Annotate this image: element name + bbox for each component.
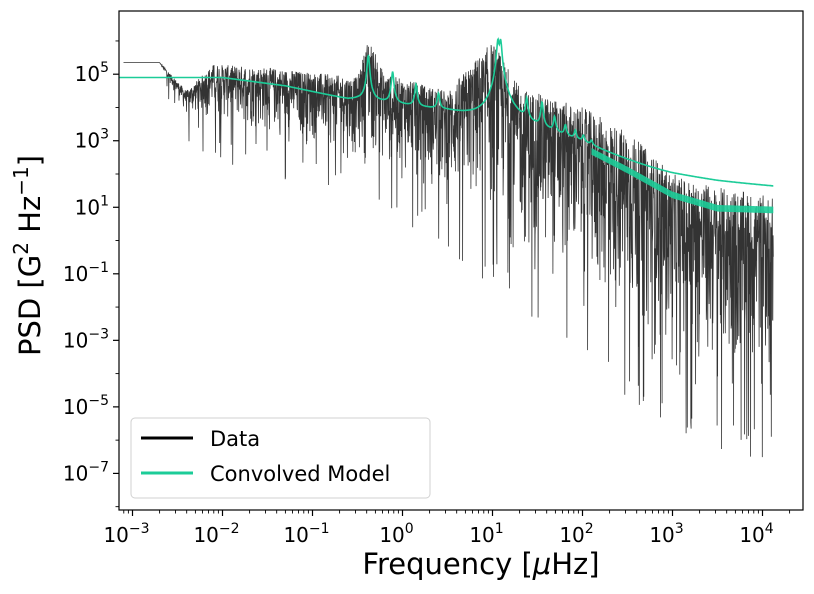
y-tick-label: 10−3 (63, 326, 109, 352)
legend-label-data: Data (210, 427, 260, 451)
plot-frame (118, 10, 804, 511)
x-tick-label: 10−3 (103, 521, 149, 547)
y-tick-label: 105 (75, 60, 109, 86)
x-tick-label: 103 (649, 521, 683, 547)
x-tick-label: 10−1 (283, 521, 329, 547)
model-line (119, 37, 774, 187)
y-tick-label: 101 (75, 193, 109, 219)
x-tick-label: 10−2 (193, 521, 239, 547)
x-tick-label: 100 (379, 521, 413, 547)
y-axis-ticks: 105 103 101 10−1 10−3 10−5 10−7 (63, 40, 119, 508)
legend: Data Convolved Model (130, 417, 431, 499)
y-tick-label: 103 (75, 127, 109, 153)
x-tick-label: 102 (559, 521, 593, 547)
legend-box (130, 417, 431, 499)
data-line (123, 44, 774, 458)
y-tick-label: 10−5 (63, 393, 109, 419)
x-tick-label: 104 (739, 521, 773, 547)
x-tick-label: 101 (469, 521, 503, 547)
y-tick-label: 10−1 (63, 260, 109, 286)
x-axis-label: Frequency [μHz] (362, 547, 599, 581)
data-series (123, 44, 774, 458)
y-axis-label: PSD [G2 Hz−1] (9, 155, 47, 356)
x-axis-ticks: 10−3 10−2 10−1 100 101 102 103 104 (103, 510, 791, 547)
model-band (591, 148, 774, 214)
svg-text:PSD [G2 Hz−1]: PSD [G2 Hz−1] (9, 155, 47, 356)
model-series (119, 37, 774, 214)
legend-label-model: Convolved Model (210, 462, 390, 486)
y-tick-label: 10−7 (63, 459, 109, 485)
